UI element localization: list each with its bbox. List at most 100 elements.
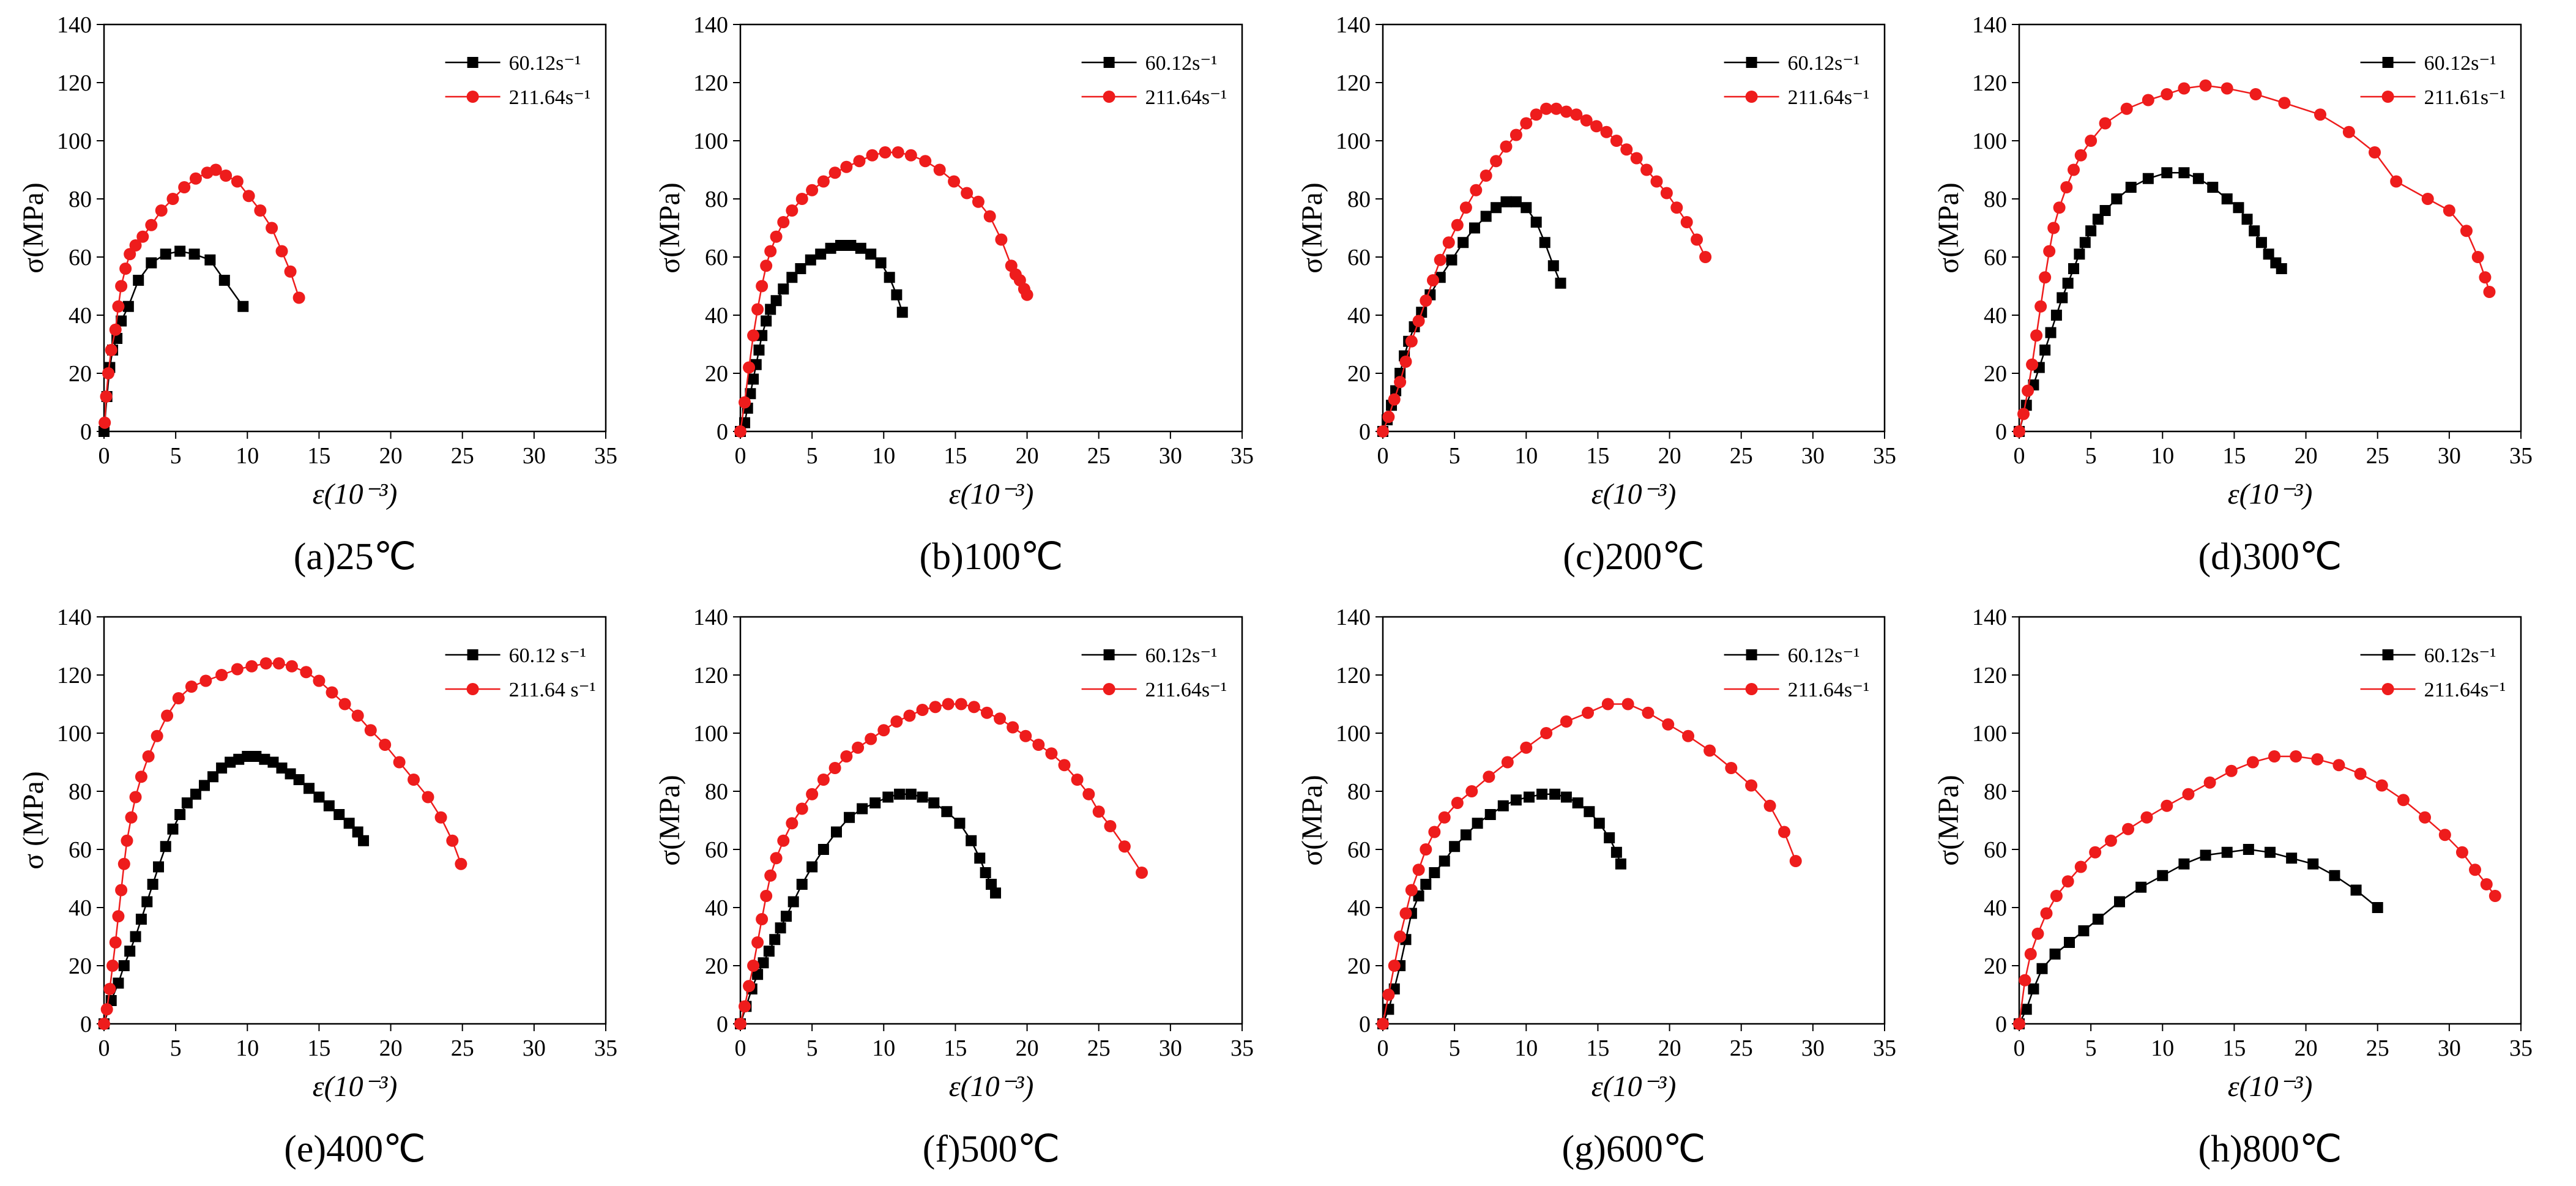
legend-marker xyxy=(466,91,479,103)
data-point xyxy=(765,304,776,315)
legend-label: 211.64 s⁻¹ xyxy=(509,679,596,701)
x-tick-label: 10 xyxy=(1514,1035,1538,1061)
data-point xyxy=(1412,863,1425,876)
x-tick-label: 30 xyxy=(523,1035,546,1061)
x-tick-label: 25 xyxy=(451,1035,474,1061)
y-tick-label: 100 xyxy=(693,721,728,747)
legend-marker xyxy=(1745,683,1758,695)
data-point xyxy=(1642,706,1655,719)
panel-g-chart: 0 5 10 15 20 25 30 35 0 20 40 60 80 100 120 140 ε(10⁻³) σ… xyxy=(1296,605,1896,1170)
data-point xyxy=(1480,170,1492,182)
data-point xyxy=(2221,846,2233,858)
series-line xyxy=(2018,755,2496,1024)
y-tick-label: 20 xyxy=(705,361,728,387)
data-point xyxy=(2479,271,2492,284)
data-point xyxy=(135,914,147,925)
data-point xyxy=(928,797,940,808)
legend-label: 211.61s⁻¹ xyxy=(2424,86,2506,109)
x-tick-label: 0 xyxy=(2014,1035,2025,1061)
data-point xyxy=(745,388,756,400)
data-point xyxy=(1438,811,1451,824)
series-line xyxy=(103,662,462,1024)
data-point xyxy=(840,160,853,173)
data-point xyxy=(1560,715,1573,728)
x-tick-label: 30 xyxy=(1801,1035,1825,1061)
data-point xyxy=(894,788,906,800)
data-point xyxy=(743,361,756,374)
data-point xyxy=(293,774,305,785)
data-point xyxy=(233,753,245,765)
data-point xyxy=(1601,698,1614,710)
data-point xyxy=(806,788,819,800)
x-tick-label: 0 xyxy=(99,1035,110,1061)
data-point xyxy=(904,149,917,162)
plot-frame xyxy=(2018,616,2522,1025)
y-tick-label: 140 xyxy=(1336,12,1371,38)
data-point xyxy=(1789,855,1802,867)
x-tick-label: 35 xyxy=(1230,1035,1254,1061)
data-point xyxy=(2078,925,2090,936)
data-point xyxy=(2085,135,2098,147)
data-point xyxy=(2471,251,2484,263)
data-point xyxy=(124,248,136,261)
data-point xyxy=(146,257,157,269)
x-axis-title: ε(10⁻³) xyxy=(1591,478,1677,510)
series-line xyxy=(103,169,300,423)
data-point xyxy=(2483,286,2496,298)
data-point xyxy=(272,657,285,669)
data-point xyxy=(250,751,262,762)
data-point xyxy=(980,867,991,878)
x-tick-label: 25 xyxy=(1730,443,1753,469)
data-point xyxy=(112,300,125,313)
y-tick-label: 20 xyxy=(1984,953,2007,979)
y-tick-label: 80 xyxy=(705,187,728,212)
x-tick-label: 10 xyxy=(1514,443,1538,469)
data-point xyxy=(877,724,890,737)
data-point xyxy=(343,818,355,829)
data-point xyxy=(1778,826,1790,838)
legend-label: 211.64s⁻¹ xyxy=(1788,679,1870,701)
data-point xyxy=(174,809,186,820)
legend-label: 60.12s⁻¹ xyxy=(2424,644,2496,667)
data-point xyxy=(118,960,130,971)
legend-label: 60.12s⁻¹ xyxy=(1788,52,1860,75)
data-point xyxy=(1092,805,1105,818)
data-point xyxy=(2460,225,2473,237)
data-point xyxy=(1680,216,1693,228)
data-point xyxy=(99,426,110,437)
data-point xyxy=(1536,788,1548,800)
y-tick-label: 100 xyxy=(1336,721,1371,747)
data-point xyxy=(2085,225,2097,237)
data-point xyxy=(1572,797,1584,808)
y-tick-label: 80 xyxy=(69,779,92,805)
data-point xyxy=(323,800,335,811)
x-tick-label: 35 xyxy=(2509,443,2533,469)
data-point xyxy=(1019,729,1032,742)
data-point xyxy=(1420,843,1432,856)
data-point xyxy=(865,733,877,745)
data-point xyxy=(2039,345,2051,356)
y-tick-label: 0 xyxy=(80,419,92,445)
data-point xyxy=(231,663,244,676)
data-point xyxy=(903,709,916,722)
data-point xyxy=(1497,800,1509,811)
x-axis-title: ε(10⁻³) xyxy=(949,478,1034,510)
data-point xyxy=(941,806,953,818)
x-tick-label: 15 xyxy=(1586,443,1609,469)
data-point xyxy=(857,803,868,815)
data-point xyxy=(933,163,946,176)
data-point xyxy=(1763,799,1776,812)
data-point xyxy=(2157,870,2168,881)
data-point xyxy=(2064,937,2075,948)
legend-marker xyxy=(467,649,478,660)
data-point xyxy=(1472,818,1483,829)
y-tick-label: 80 xyxy=(1984,779,2007,805)
legend-label: 211.64s⁻¹ xyxy=(1145,679,1227,701)
data-point xyxy=(917,791,928,803)
x-tick-label: 5 xyxy=(170,443,182,469)
data-point xyxy=(2375,779,2388,792)
data-point xyxy=(333,809,345,820)
y-tick-label: 20 xyxy=(1984,361,2007,387)
data-point xyxy=(1449,841,1461,852)
